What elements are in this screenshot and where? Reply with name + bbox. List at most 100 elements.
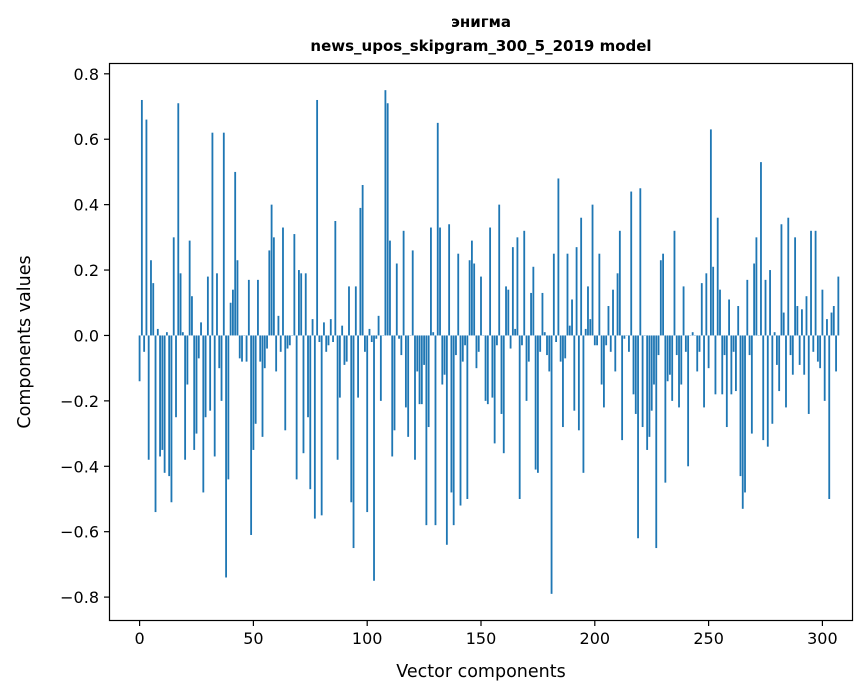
- bar-223: [646, 335, 649, 450]
- bar-5: [150, 260, 152, 336]
- bar-185: [559, 335, 562, 362]
- bar-206: [607, 306, 610, 336]
- bar-144: [466, 335, 469, 499]
- x-tick-label-150: 150: [466, 629, 497, 648]
- bar-108: [384, 90, 387, 336]
- bar-27: [200, 322, 202, 336]
- bar-32: [211, 132, 214, 336]
- bar-113: [395, 263, 398, 336]
- bar-134: [443, 335, 446, 375]
- y-tick-label-7: −0.6: [60, 523, 99, 542]
- bar-202: [598, 253, 601, 336]
- bar-158: [498, 204, 501, 336]
- bar-51: [254, 335, 257, 424]
- bar-169: [523, 230, 526, 336]
- bar-235: [673, 230, 676, 336]
- y-tick-label-6: −0.4: [60, 457, 99, 476]
- bar-94: [352, 335, 355, 549]
- x-axis-label: Vector components: [396, 662, 565, 682]
- bar-10: [161, 335, 164, 450]
- bar-218: [634, 335, 637, 414]
- bar-65: [286, 335, 289, 349]
- bar-251: [709, 129, 712, 336]
- bar-7: [154, 335, 157, 513]
- x-axis-ticks: 0 50 100 150 200 250 300: [134, 620, 838, 648]
- y-tick-label-2: 0.4: [74, 196, 99, 215]
- bar-36: [220, 335, 223, 401]
- bar-184: [557, 178, 560, 336]
- bar-4: [147, 335, 150, 460]
- bar-82: [325, 335, 328, 352]
- chart-title-line-2: news_upos_skipgram_300_5_2019 model: [310, 37, 651, 55]
- bar-279: [773, 332, 776, 336]
- x-tick-label-100: 100: [352, 629, 383, 648]
- chart-title-line-1: энигма: [451, 13, 511, 31]
- bar-160: [502, 335, 505, 454]
- bar-213: [623, 335, 626, 339]
- bar-191: [573, 335, 576, 411]
- bar-85: [332, 335, 334, 342]
- bar-112: [393, 335, 396, 431]
- bar-295: [810, 230, 812, 336]
- bar-287: [791, 335, 794, 375]
- bar-149: [477, 335, 480, 352]
- bar-86: [334, 220, 337, 336]
- bar-247: [700, 283, 703, 336]
- bar-137: [450, 335, 453, 493]
- bars-group: [138, 90, 840, 594]
- bar-211: [618, 230, 621, 336]
- bar-253: [714, 335, 717, 395]
- bar-303: [828, 335, 831, 499]
- bar-165: [514, 328, 517, 336]
- bar-28: [202, 335, 205, 493]
- bar-245: [696, 335, 699, 372]
- bar-289: [796, 306, 799, 336]
- bar-23: [191, 296, 193, 336]
- bar-237: [678, 335, 680, 408]
- bar-96: [357, 335, 359, 398]
- bar-62: [279, 335, 282, 352]
- bar-101: [368, 328, 371, 336]
- bar-205: [605, 335, 608, 346]
- bar-61: [277, 315, 280, 336]
- bar-21: [186, 335, 189, 385]
- bar-33: [213, 335, 216, 457]
- bar-95: [354, 286, 357, 336]
- bar-109: [386, 103, 389, 336]
- bar-194: [580, 217, 583, 336]
- bar-246: [698, 335, 701, 352]
- bar-180: [548, 335, 551, 372]
- bar-243: [691, 332, 694, 336]
- bar-301: [823, 335, 826, 401]
- bar-2: [143, 335, 146, 352]
- bar-171: [527, 335, 530, 362]
- bar-224: [648, 335, 651, 437]
- bar-45: [241, 335, 243, 362]
- bar-183: [555, 335, 558, 342]
- bar-294: [807, 335, 810, 414]
- bar-135: [445, 335, 448, 545]
- bar-12: [165, 332, 168, 336]
- bar-8: [156, 328, 159, 336]
- bar-16: [175, 335, 177, 418]
- bar-186: [562, 335, 564, 428]
- bar-252: [712, 266, 715, 336]
- bar-19: [181, 332, 184, 336]
- bar-56: [266, 335, 268, 349]
- bar-106: [379, 335, 382, 401]
- bar-209: [614, 335, 617, 372]
- bar-124: [420, 335, 423, 405]
- bar-257: [723, 335, 726, 356]
- bar-269: [750, 335, 753, 434]
- bar-302: [826, 319, 828, 336]
- y-tick-label-0: 0.8: [74, 65, 99, 84]
- bar-153: [486, 335, 489, 405]
- bar-41: [232, 289, 234, 336]
- bar-20: [184, 335, 187, 460]
- bar-139: [455, 335, 457, 356]
- bar-13: [168, 335, 171, 477]
- bar-292: [803, 335, 806, 375]
- bar-57: [268, 250, 271, 336]
- bar-274: [762, 335, 765, 441]
